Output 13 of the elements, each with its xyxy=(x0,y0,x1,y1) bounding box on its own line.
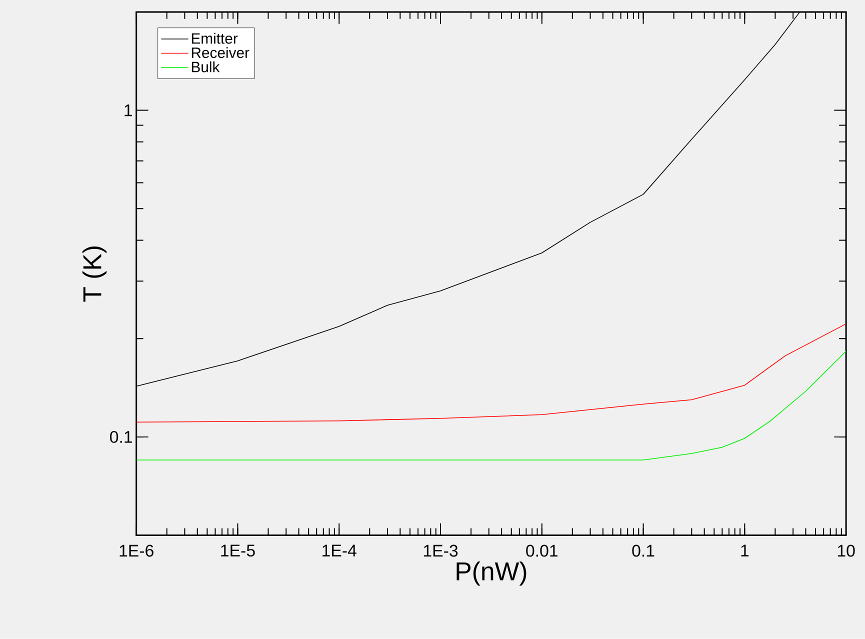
x-tick-label: 0.1 xyxy=(632,544,654,557)
x-axis-title: P(nW) xyxy=(456,562,526,586)
x-tick-label: 0.01 xyxy=(526,544,558,557)
y-axis-title: T (K) xyxy=(82,246,107,302)
legend-label: Bulk xyxy=(192,61,220,72)
legend-label: Receiver xyxy=(192,47,250,58)
legend-label: Emitter xyxy=(192,32,238,44)
x-tick-label: 1E-5 xyxy=(221,544,255,557)
x-tick-label: 1E-6 xyxy=(120,544,154,557)
x-tick-label: 1E-3 xyxy=(424,544,458,557)
x-tick-label: 10 xyxy=(838,544,855,557)
x-tick-label: 1E-4 xyxy=(322,544,356,556)
x-tick-label: 1 xyxy=(741,544,749,556)
